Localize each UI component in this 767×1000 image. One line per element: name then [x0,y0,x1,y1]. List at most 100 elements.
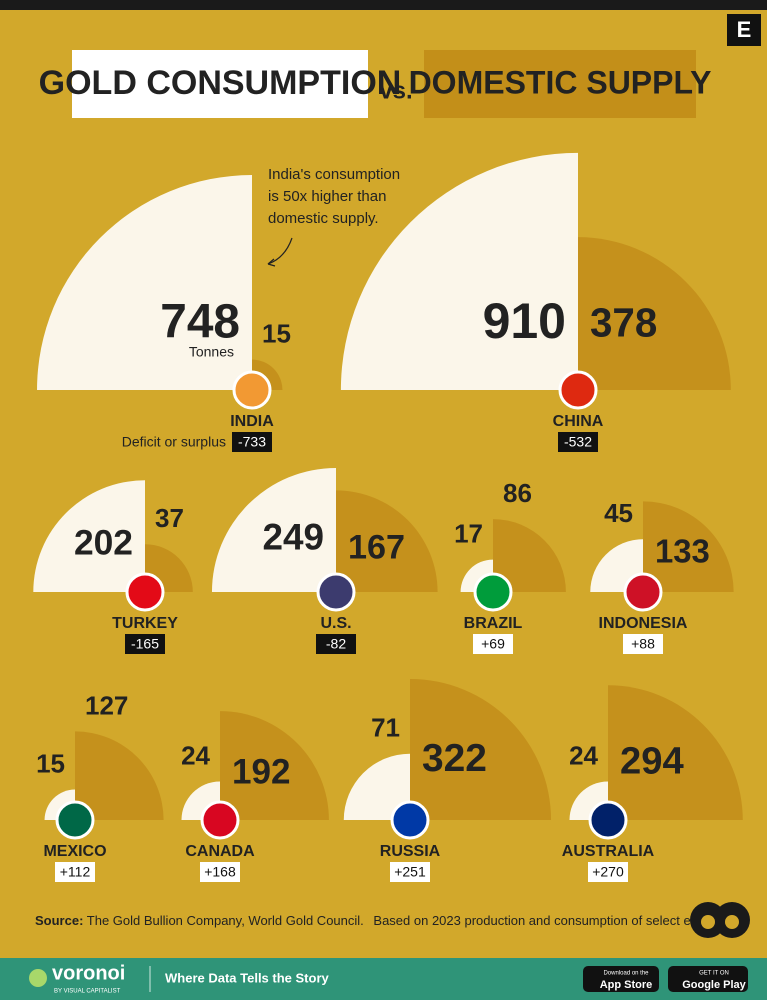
brand-sub: BY VISUAL CAPITALIST [54,989,121,995]
consumption-quadrant [343,753,410,820]
supply-quadrant [336,490,438,592]
category-label: CHINA [553,413,604,430]
flag [200,800,240,840]
data-label: 294 [620,739,684,782]
category-label: TURKEY [112,615,178,632]
flag [623,572,663,612]
flag [125,572,165,612]
category-label: AUSTRALIA [562,843,655,860]
consumption-quadrant [211,467,336,592]
balance-box [55,862,95,882]
plot: 748 15 Tonnes INDIA -733 Deficit or surplus 91… [33,152,743,882]
category-label: INDONESIA [599,615,688,632]
app-store-top: Download on the [603,971,649,977]
balance-label: +251 [394,864,426,880]
category-label: RUSSIA [380,843,441,860]
google-play-button[interactable] [668,966,748,992]
google-play-label: Google Play [682,979,746,991]
balance-box [232,432,272,452]
flag [558,370,598,410]
balance-label: -165 [131,636,159,652]
app-store-button[interactable] [583,966,659,992]
flag [232,370,272,410]
tagline: Where Data Tells the Story [165,970,330,985]
google-play-top: GET IT ON [699,971,729,977]
data-label: 86 [503,478,532,508]
source-line: Source: The Gold Bullion Company, World … [35,913,750,928]
flag [316,572,356,612]
data-label: 17 [454,518,483,548]
balance-label: +112 [60,864,91,880]
data-label: 192 [232,753,290,792]
data-label: 127 [85,690,128,720]
balance-box [200,862,240,882]
balance-label: -733 [238,434,266,450]
category-label: INDIA [230,413,274,430]
flag [390,800,430,840]
balance-box [588,862,628,882]
supply-quadrant [608,685,743,820]
legend-entry: DOMESTIC SUPPLY [409,64,712,100]
supply-quadrant [493,519,566,592]
data-label: 167 [348,528,405,566]
consumption-quadrant [37,175,253,390]
logo: E [737,17,752,42]
supply-quadrant [410,678,552,820]
data-label: 15 [262,318,291,348]
category-label: MEXICO [43,843,106,860]
data-label: 378 [590,299,657,345]
mascot [690,902,750,938]
data-label: 15 [36,748,65,778]
title-box [424,50,696,118]
balance-label: +168 [204,864,236,880]
brand-icon [29,969,47,987]
top-bar [0,0,767,10]
supply-quadrant [220,711,329,820]
supply-quadrant [578,237,731,390]
supply-quadrant [75,731,164,820]
data-label: 24 [181,740,210,770]
brand: voronoi [52,962,125,984]
balance-box [125,634,165,654]
mascot-pupil [701,915,715,929]
legend-entry: GOLD CONSUMPTION [39,64,402,102]
balance-box [390,862,430,882]
source: The Gold Bullion Company, World Gold Cou… [87,913,364,928]
flag [55,800,95,840]
balance-label: +270 [592,864,624,880]
data-label: 748 [160,296,240,349]
data-label: 45 [604,498,633,528]
data-label: 910 [483,293,566,349]
data-label: 202 [74,522,133,562]
data-label: 133 [655,533,710,570]
balance-label: -82 [326,636,346,652]
data-label: 37 [155,503,184,533]
annotation-line: is 50x higher than [268,188,386,205]
data-label: 71 [371,713,400,743]
flag [588,800,628,840]
supply-quadrant [643,501,734,592]
annotation-arrowhead [267,258,276,267]
balance-box [473,634,513,654]
mascot-pupil [725,915,739,929]
annotation-line: India's consumption [268,166,400,183]
category-label: CANADA [185,843,255,860]
category-label: U.S. [320,615,351,632]
flag [473,572,513,612]
data-label: 24 [569,740,598,770]
balance-box [558,432,598,452]
consumption-quadrant [33,480,146,592]
balance-box [623,634,663,654]
title-box [72,50,368,118]
annotation: India's consumption is 50x higher than d… [267,166,400,267]
annotation-line: domestic supply. [268,210,379,227]
data-label: 322 [422,737,487,780]
balance-label: +69 [481,636,505,652]
balance-box [316,634,356,654]
category-label: BRAZIL [464,615,523,632]
unit-label: Tonnes [189,344,234,360]
consumption-quadrant [340,152,578,390]
title-connector: vs. [379,77,412,104]
app-store-label: App Store [600,979,653,991]
